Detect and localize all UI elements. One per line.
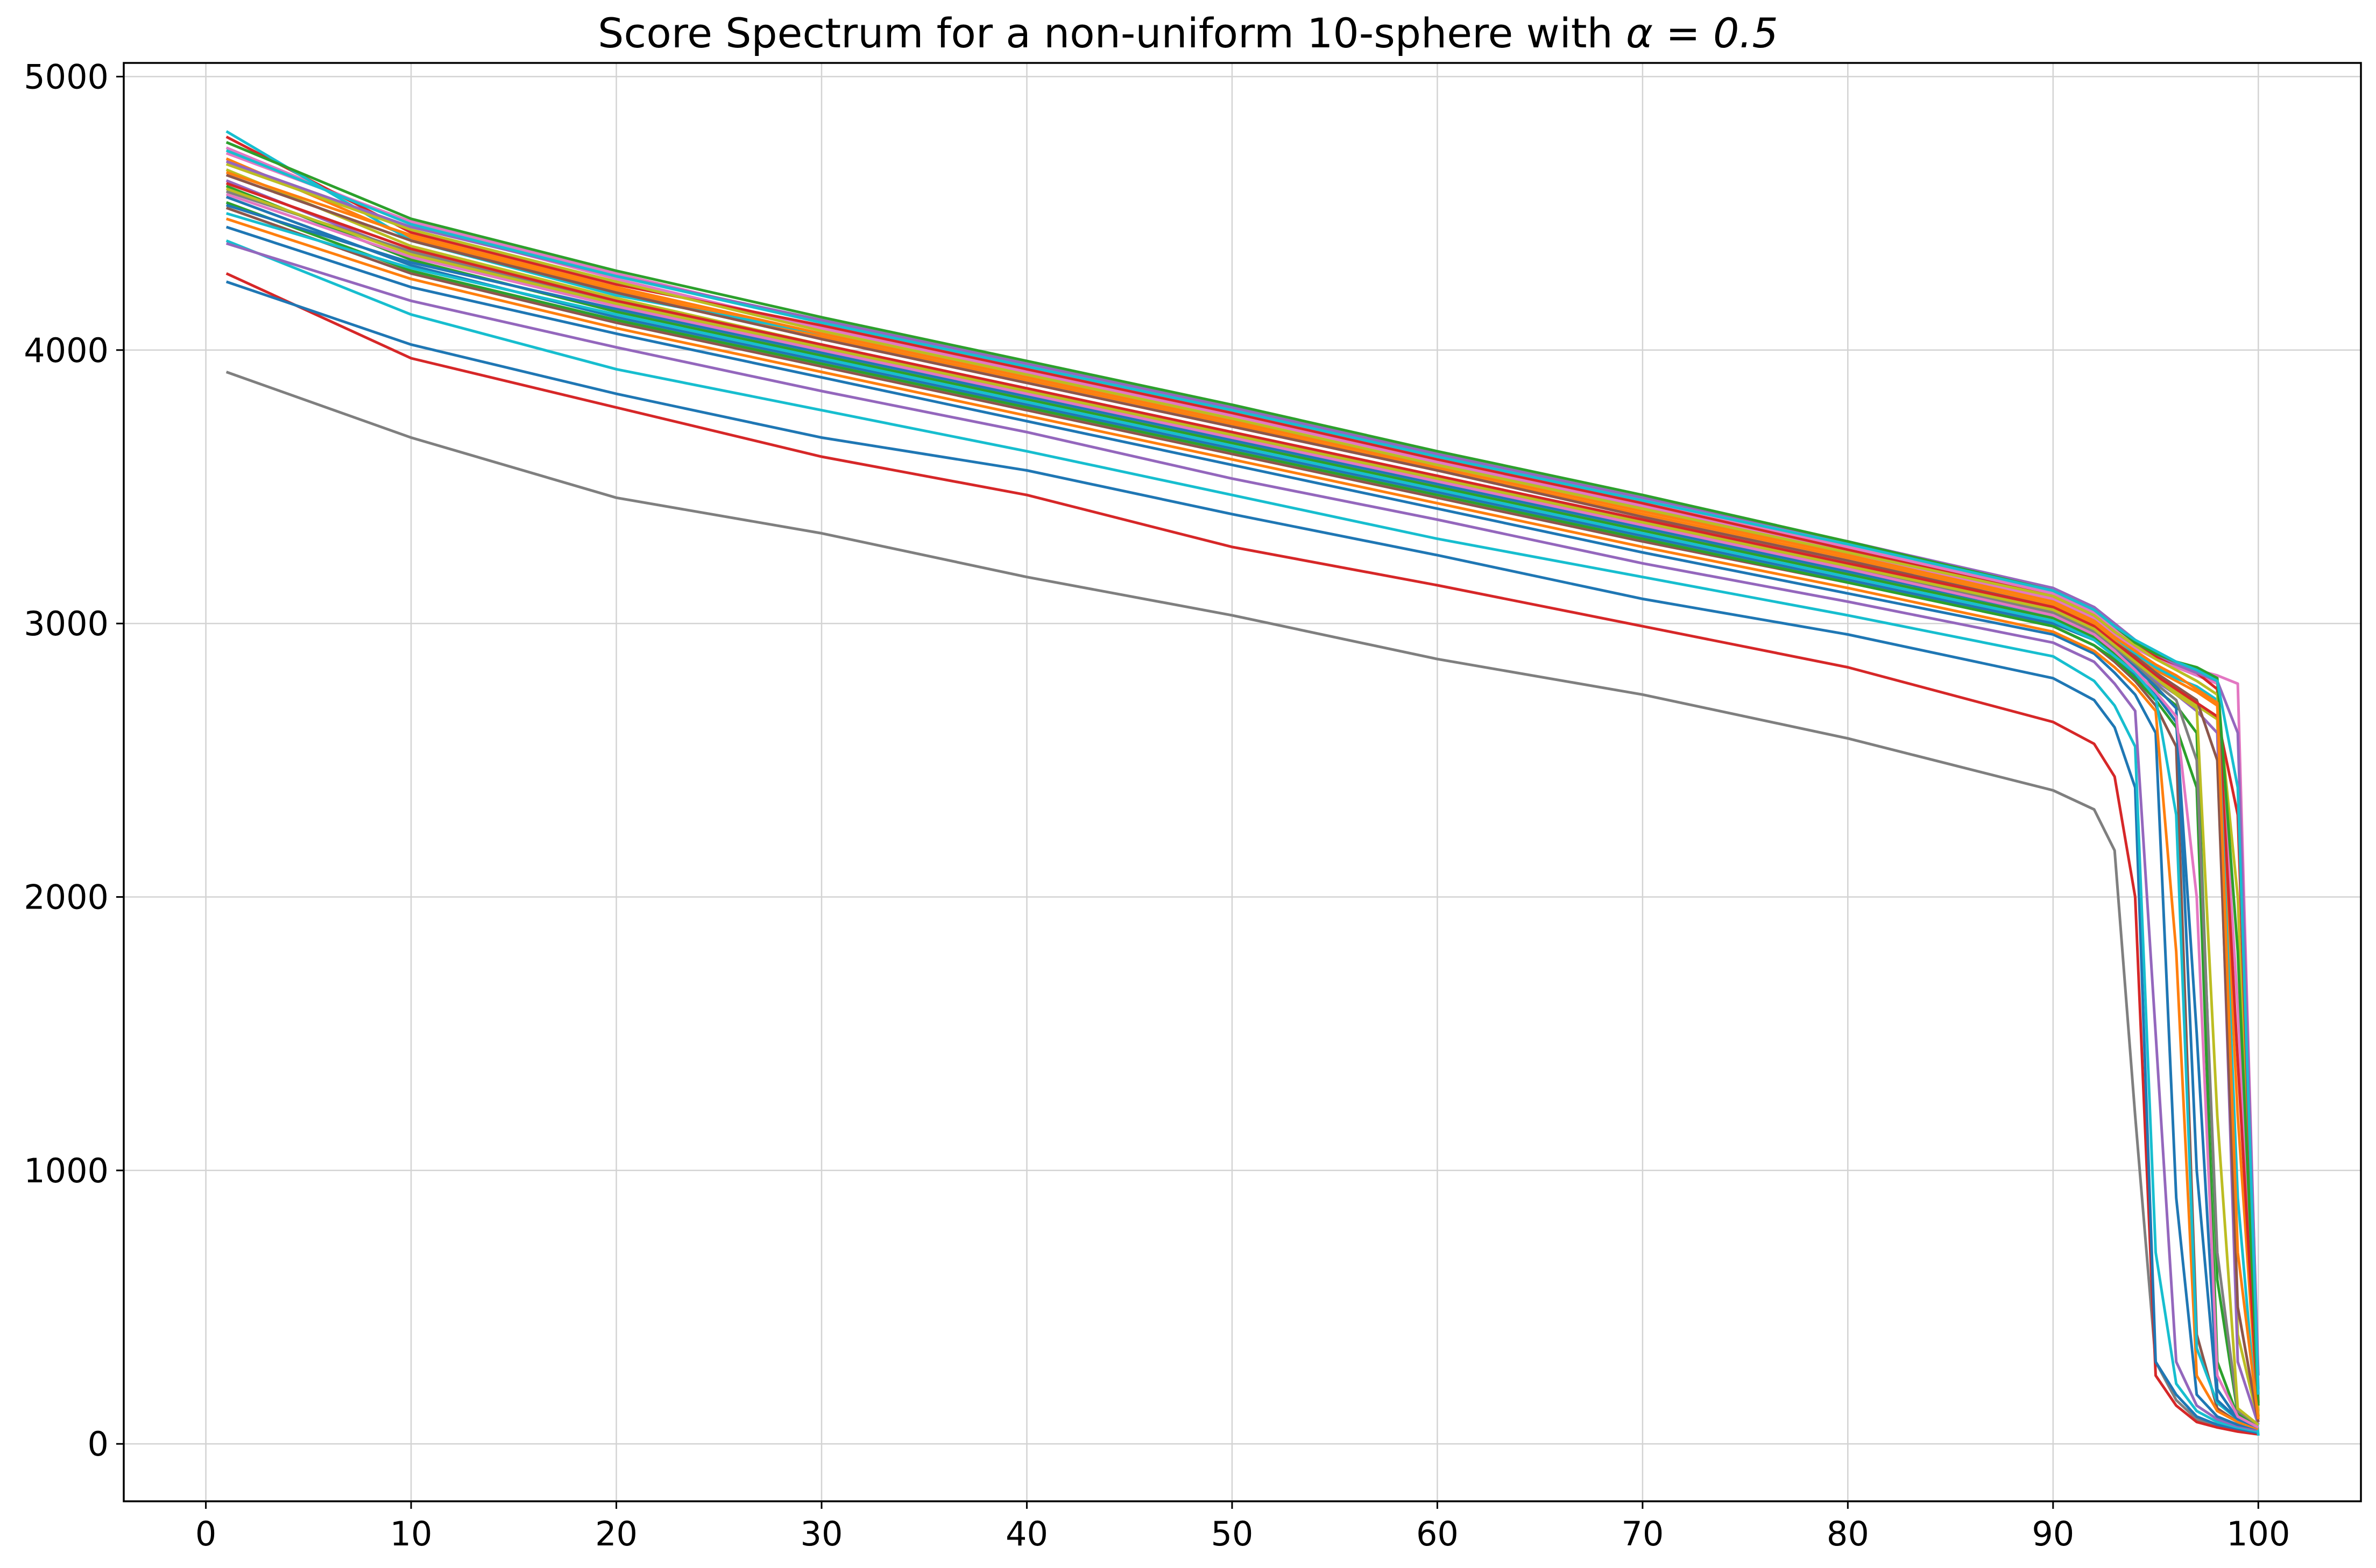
series-line-7 [225, 207, 2259, 1429]
y-tick-label: 1000 [24, 1151, 109, 1190]
y-tick-label: 4000 [24, 331, 109, 370]
series-line-27 [225, 171, 2260, 1420]
x-axis: 0 10 20 30 40 50 60 70 80 90 100 [195, 1501, 2290, 1553]
x-tick-label: 80 [1827, 1514, 1869, 1553]
x-tick-label: 0 [195, 1514, 216, 1553]
series-line-28 [225, 193, 2259, 1429]
series-line-29 [225, 187, 2259, 1426]
series-line-15 [225, 195, 2259, 1429]
series-line-18 [225, 152, 2260, 1389]
series-line-2 [225, 272, 2259, 1436]
x-tick-label: 40 [1006, 1514, 1048, 1553]
series-line-10 [225, 157, 2260, 1420]
chart-title-text: Score Spectrum for a non-uniform 10-sphe… [598, 9, 1626, 57]
series-line-24 [225, 160, 2260, 1376]
y-tick-label: 3000 [24, 604, 109, 643]
series-line-6 [225, 225, 2259, 1430]
series-line-21 [225, 190, 2259, 1426]
y-tick-label: 0 [88, 1424, 109, 1464]
series-lines [225, 130, 2260, 1436]
series-line-11 [225, 146, 2260, 1411]
series-line-5 [225, 242, 2259, 1432]
x-tick-label: 20 [595, 1514, 638, 1553]
series-line-14 [225, 179, 2260, 1425]
y-axis: 0 1000 2000 3000 4000 5000 [24, 57, 124, 1464]
x-tick-label: 70 [1621, 1514, 1664, 1553]
plot-frame [123, 62, 2362, 1502]
x-tick-label: 90 [2032, 1514, 2074, 1553]
series-line-3 [225, 280, 2259, 1435]
series-line-30 [225, 149, 2260, 1395]
y-tick-label: 2000 [24, 878, 109, 917]
chart-title: Score Spectrum for a non-uniform 10-sphe… [598, 9, 1778, 57]
chart-title-math: α = 0.5 [1626, 9, 1778, 57]
series-line-16 [225, 217, 2259, 1430]
series-line-9 [225, 168, 2260, 1423]
series-line-8 [225, 185, 2259, 1426]
series-line-19 [225, 162, 2260, 1417]
series-line-22 [225, 212, 2259, 1429]
x-tick-label: 10 [390, 1514, 433, 1553]
series-line-25 [225, 141, 2260, 1406]
y-tick-label: 5000 [24, 57, 109, 96]
x-tick-label: 30 [801, 1514, 843, 1553]
series-line-20 [225, 174, 2260, 1423]
series-line-23 [225, 182, 2260, 1403]
series-line-1 [225, 371, 2259, 1435]
x-tick-label: 50 [1211, 1514, 1253, 1553]
grid-lines [124, 63, 2361, 1501]
series-line-26 [225, 203, 2259, 1429]
x-tick-label: 100 [2226, 1514, 2290, 1553]
x-tick-label: 60 [1416, 1514, 1459, 1553]
series-line-4 [225, 239, 2259, 1433]
